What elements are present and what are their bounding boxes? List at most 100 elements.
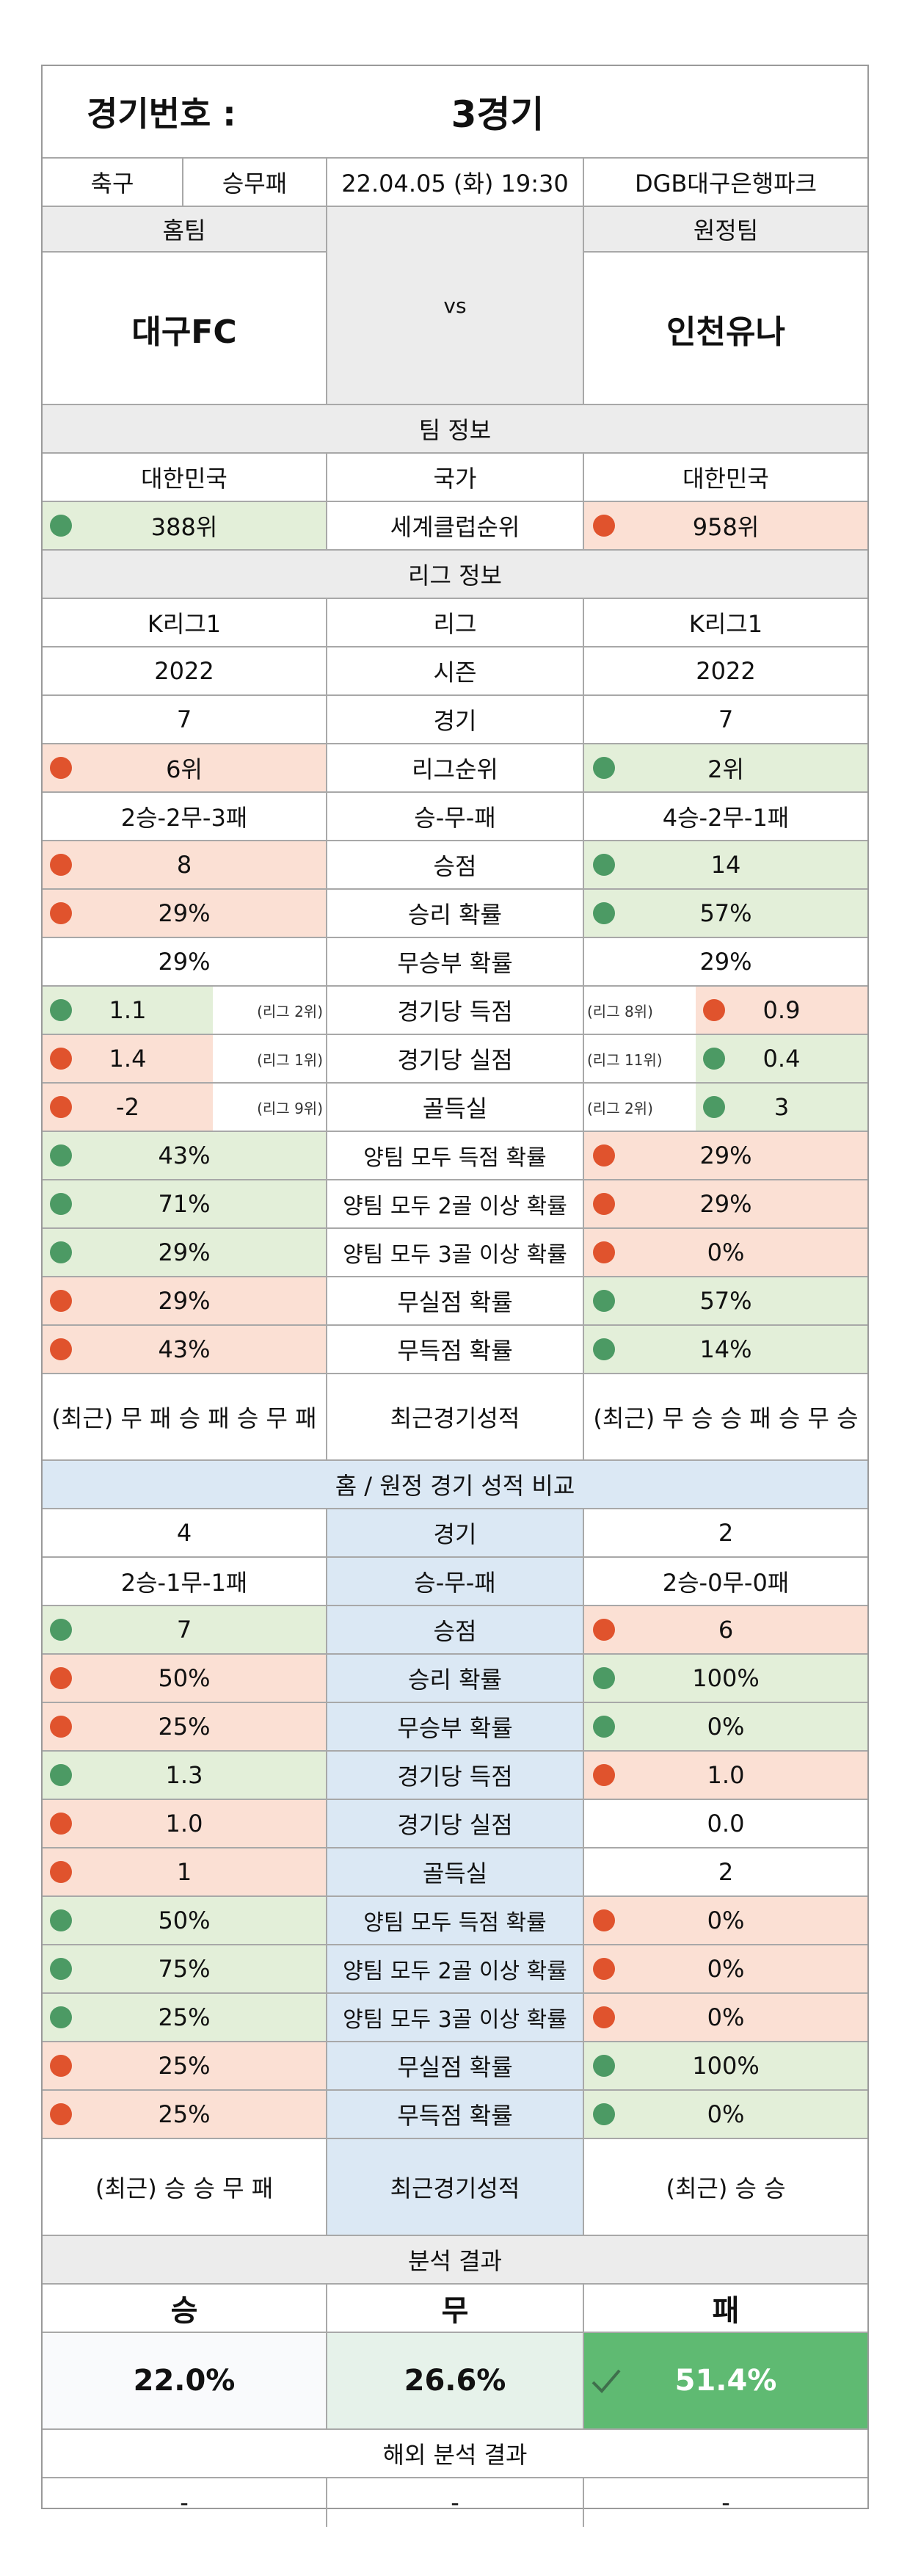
green-dot-icon [593, 854, 615, 876]
analysis-values-row: 22.0% 26.6% 51.4% [43, 2333, 867, 2430]
home-value-text: 29% [158, 1287, 211, 1315]
green-dot-icon [50, 1193, 72, 1215]
home-value: 1.0 [43, 1800, 326, 1847]
stat-row: (최근) 무 패 승 패 승 무 패 최근경기성적 (최근) 무 승 승 패 승 무… [43, 1374, 867, 1461]
sport-cell: 축구 [90, 170, 134, 197]
stat-row: 6위 리그순위 2위 [43, 744, 867, 793]
home-value: 2승-1무-1패 [43, 1558, 326, 1605]
home-value-text: 1.0 [165, 1810, 203, 1837]
lose-label: 패 [583, 2285, 867, 2332]
away-value-text: 2022 [696, 657, 756, 685]
green-dot-icon [703, 1048, 725, 1070]
home-away-title: 홈 / 원정 경기 성적 비교 [43, 1461, 867, 1509]
away-value: (최근) 승 승 [583, 2139, 867, 2235]
stat-label: 승리 확률 [326, 1655, 583, 1702]
home-value-text: 대한민국 [141, 465, 228, 493]
home-value: 25% [43, 2091, 326, 2138]
home-value: 25% [43, 2042, 326, 2089]
away-value-text: 1.0 [707, 1761, 745, 1789]
green-dot-icon [703, 1096, 725, 1118]
stat-row: 50% 양팀 모두 득점 확률 0% [43, 1897, 867, 1945]
stat-row: 50% 승리 확률 100% [43, 1655, 867, 1703]
home-value: 75% [43, 1945, 326, 1992]
away-value: 3 [696, 1084, 867, 1131]
stat-row: (최근) 승 승 무 패 최근경기성적 (최근) 승 승 [43, 2139, 867, 2236]
home-value-text: 2승-2무-3패 [120, 804, 248, 832]
green-dot-icon [50, 1144, 72, 1167]
home-value: 29% [43, 1229, 326, 1276]
home-value: 388위 [43, 502, 326, 549]
away-value: 0% [583, 1897, 867, 1944]
home-value: 대한민국 [43, 454, 326, 501]
home-value-text: 1.1 [109, 996, 147, 1024]
away-value-text: 대한민국 [682, 465, 769, 493]
home-value: 1.3 [43, 1752, 326, 1799]
home-value: 29% [43, 890, 326, 937]
away-value: 100% [583, 2042, 867, 2089]
red-dot-icon [593, 515, 615, 537]
red-dot-icon [50, 1667, 72, 1689]
stat-row: 2022 시즌 2022 [43, 647, 867, 696]
red-dot-icon [50, 1813, 72, 1835]
stat-row: 1.4 (리그 1위) 경기당 실점 (리그 11위) 0.4 [43, 1035, 867, 1084]
home-value-text: 29% [158, 899, 211, 927]
away-value-text: 0% [707, 1238, 745, 1266]
stat-label: 양팀 모두 득점 확률 [326, 1897, 583, 1944]
stat-label: 골득실 [326, 1084, 583, 1131]
green-dot-icon [50, 2006, 72, 2028]
draw-label: 무 [326, 2285, 583, 2332]
home-value-text: (최근) 무 패 승 패 승 무 패 [51, 1404, 317, 1432]
home-value: 50% [43, 1655, 326, 1702]
away-value: 29% [583, 938, 867, 985]
away-value-text: 2위 [707, 755, 744, 783]
home-value: 1.1 [43, 987, 213, 1034]
match-info-row: 축구 승무패 22.04.05 (화) 19:30 DGB대구은행파크 [43, 159, 867, 207]
away-value-text: 57% [699, 899, 752, 927]
home-value: 2승-2무-3패 [43, 793, 326, 840]
green-dot-icon [593, 1338, 615, 1360]
stat-row: 대한민국 국가 대한민국 [43, 454, 867, 502]
stat-label: 리그 [326, 599, 583, 646]
away-value: 14 [583, 841, 867, 888]
away-rank: (리그 8위) [583, 987, 696, 1034]
stat-row: 25% 무승부 확률 0% [43, 1703, 867, 1752]
stat-label: 승-무-패 [326, 1558, 583, 1605]
home-value: 50% [43, 1897, 326, 1944]
away-value-text: 0.4 [762, 1045, 801, 1073]
lose-probability: 51.4% [583, 2333, 867, 2428]
home-value: 7 [43, 1606, 326, 1653]
away-value-text: 14% [699, 1335, 752, 1363]
home-value-text: (최근) 승 승 무 패 [95, 2174, 274, 2202]
away-value-text: 14 [710, 851, 741, 879]
stat-label: 무승부 확률 [326, 938, 583, 985]
stat-label: 승리 확률 [326, 890, 583, 937]
green-dot-icon [593, 1290, 615, 1312]
check-icon [592, 2369, 621, 2393]
stat-row: 75% 양팀 모두 2골 이상 확률 0% [43, 1945, 867, 1994]
green-dot-icon [593, 902, 615, 924]
away-value-text: K리그1 [688, 610, 763, 638]
red-dot-icon [50, 854, 72, 876]
away-value: 대한민국 [583, 454, 867, 501]
away-value-text: 2승-0무-0패 [662, 1569, 790, 1597]
red-dot-icon [50, 1096, 72, 1118]
home-value: 6위 [43, 744, 326, 791]
stat-row: 29% 승리 확률 57% [43, 890, 867, 938]
away-value: 0.4 [696, 1035, 867, 1082]
home-value-text: 2승-1무-1패 [120, 1569, 248, 1597]
stat-label: 양팀 모두 득점 확률 [326, 1132, 583, 1179]
home-value-text: 75% [158, 1955, 211, 1983]
home-value-text: 29% [158, 948, 211, 976]
away-rank: (리그 2위) [583, 1084, 696, 1131]
away-value: 6 [583, 1606, 867, 1653]
away-value-text: 2 [718, 1519, 734, 1547]
stat-row: 2승-2무-3패 승-무-패 4승-2무-1패 [43, 793, 867, 841]
stat-label: 양팀 모두 3골 이상 확률 [326, 1994, 583, 2041]
away-value-text: 29% [699, 1190, 752, 1218]
home-value-text: -2 [116, 1093, 139, 1121]
away-value-text: 0% [707, 1906, 745, 1934]
home-value: 25% [43, 1994, 326, 2041]
stat-row: K리그1 리그 K리그1 [43, 599, 867, 647]
league-info-title: 리그 정보 [43, 551, 867, 599]
stat-label: 리그순위 [326, 744, 583, 791]
